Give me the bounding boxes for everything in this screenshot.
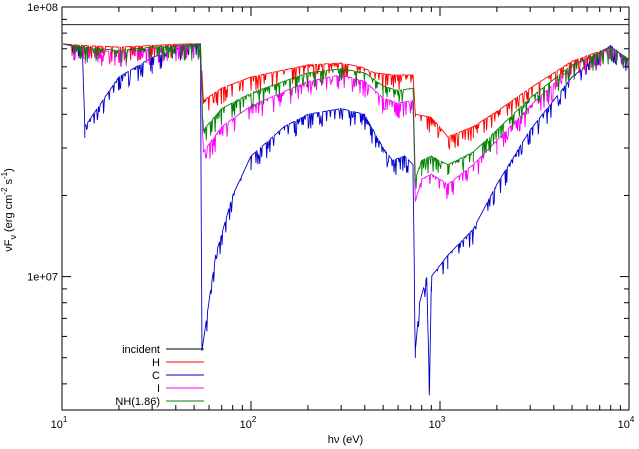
series-line-h [61, 42, 630, 151]
legend-label: I [157, 383, 160, 395]
x-tick-label: 102 [240, 415, 257, 431]
y-axis-title: νFν (erg cm-2 s-1) [0, 168, 18, 252]
x-tick-label: 101 [51, 415, 68, 431]
x-axis-title: hν (eV) [328, 434, 363, 446]
y-tick-label: 1e+08 [27, 2, 58, 14]
plot-frame [61, 6, 630, 411]
x-tick-label: 104 [618, 415, 635, 431]
series-layer [61, 24, 630, 396]
y-tick-label: 1e+07 [27, 272, 58, 284]
legend-label: NH(1.86) [115, 396, 160, 408]
series-line-c [61, 43, 630, 396]
series-line-nh-1-86- [61, 43, 630, 189]
legend-label: H [152, 357, 160, 369]
x-tick-label: 103 [429, 415, 446, 431]
axis-layer: 101 102 103 104 1e+07 1e+08 [27, 2, 635, 431]
legend-label: C [152, 370, 160, 382]
legend-label: incident [122, 344, 160, 356]
